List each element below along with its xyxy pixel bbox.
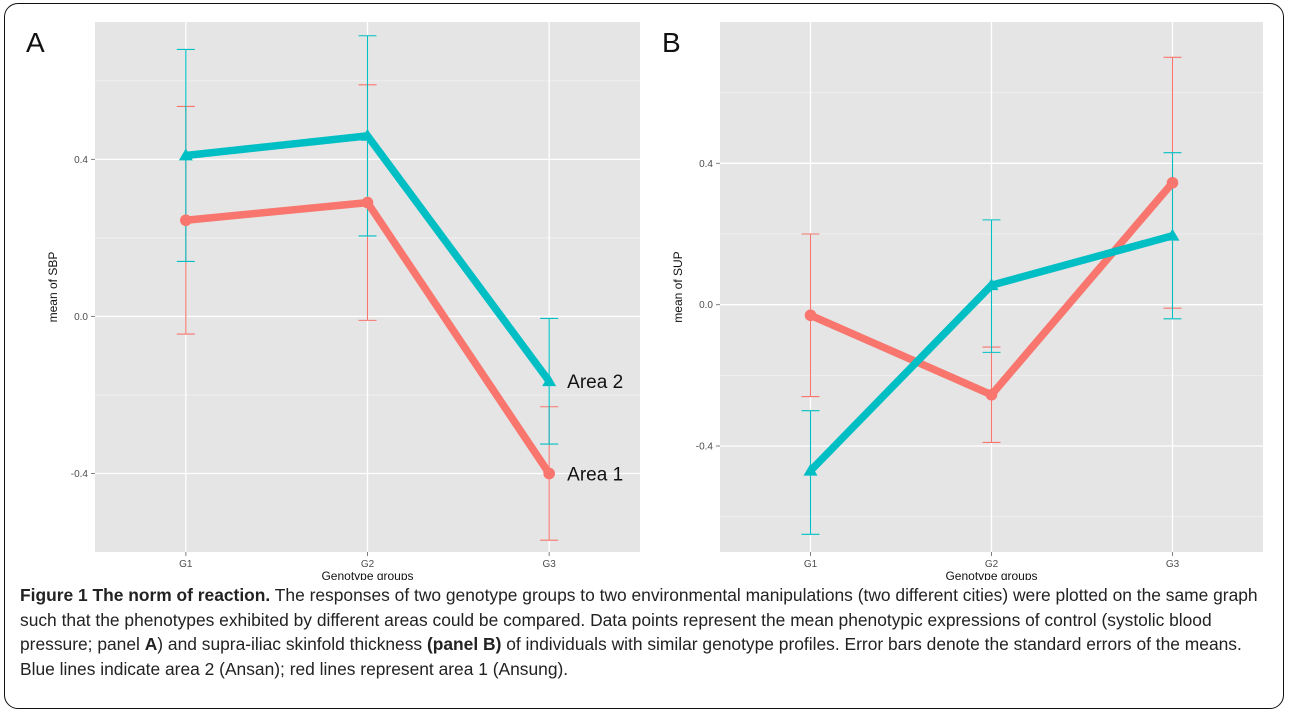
panel-b-x-tick-label: G1	[804, 559, 818, 570]
caption-text-3: of individuals with similar genotype pro…	[20, 634, 1242, 679]
panel-a-area-2-point	[542, 374, 557, 387]
panel-b-area-1-point	[804, 309, 817, 322]
caption-text-2: ) and supra-iliac skinfold thickness	[157, 634, 427, 654]
panel-a-area-1-point	[361, 196, 374, 209]
panel-a-chart: A -0.4 0.0 0.4 G1 G2 G3 Genotype groups mean of …	[26, 22, 640, 580]
panel-a-area-1-point	[180, 214, 192, 227]
panel-b-area-2-point	[984, 278, 999, 291]
panel-b-area-2-point	[803, 463, 818, 476]
panel-a-area-1-point	[543, 467, 555, 480]
panel-a-annotation-area-2: Area 2	[567, 372, 623, 393]
panel-b-y-axis-title: mean of SUP	[671, 251, 685, 322]
panel-b-y-tick-label: 0.0	[699, 300, 713, 311]
panel-a-y-tick-label: 0.0	[74, 312, 88, 323]
panel-b-chart: B -0.4 0.0 0.4 G1 G2 G3 Genotype groups mean of …	[662, 22, 1263, 580]
panel-b-y-tick-label: 0.4	[699, 159, 713, 170]
figure-caption: Figure 1 The norm of reaction. The respo…	[20, 583, 1268, 681]
panel-a-x-axis-title: Genotype groups	[321, 569, 413, 580]
panel-a-area-2-point	[178, 148, 193, 161]
caption-title: Figure 1 The norm of reaction.	[20, 585, 271, 605]
panel-b-letter: B	[662, 27, 681, 58]
panel-a-area-2-point	[360, 128, 375, 141]
panel-a-letter: A	[26, 27, 45, 58]
panel-a-annotation-area-1: Area 1	[567, 464, 623, 485]
panel-b-y-tick-label: -0.4	[696, 442, 714, 453]
caption-text-1: The responses of two genotype groups to …	[20, 585, 1258, 654]
panel-b-area-1-point	[1166, 176, 1179, 189]
caption-panel-b: (panel B)	[426, 634, 502, 654]
panel-a-x-tick-label: G1	[179, 559, 193, 570]
panel-b-x-tick-label: G2	[985, 559, 999, 570]
panel-b-x-tick-label: G3	[1166, 559, 1180, 570]
panel-b-x-axis-title: Genotype groups	[945, 569, 1037, 580]
charts-canvas: A -0.4 0.0 0.4 G1 G2 G3 Genotype groups mean of …	[26, 22, 1263, 580]
panel-a-y-tick-label: 0.4	[74, 155, 88, 166]
panel-a-y-tick-label: -0.4	[71, 469, 89, 480]
panel-b-area-2-point	[1165, 228, 1180, 241]
panel-b-area-1-point	[985, 388, 998, 401]
caption-panel-a: A	[144, 634, 158, 654]
panel-a-x-tick-label: G3	[542, 559, 556, 570]
panel-a-x-tick-label: G2	[361, 559, 375, 570]
panel-a-y-axis-title: mean of SBP	[46, 252, 60, 323]
